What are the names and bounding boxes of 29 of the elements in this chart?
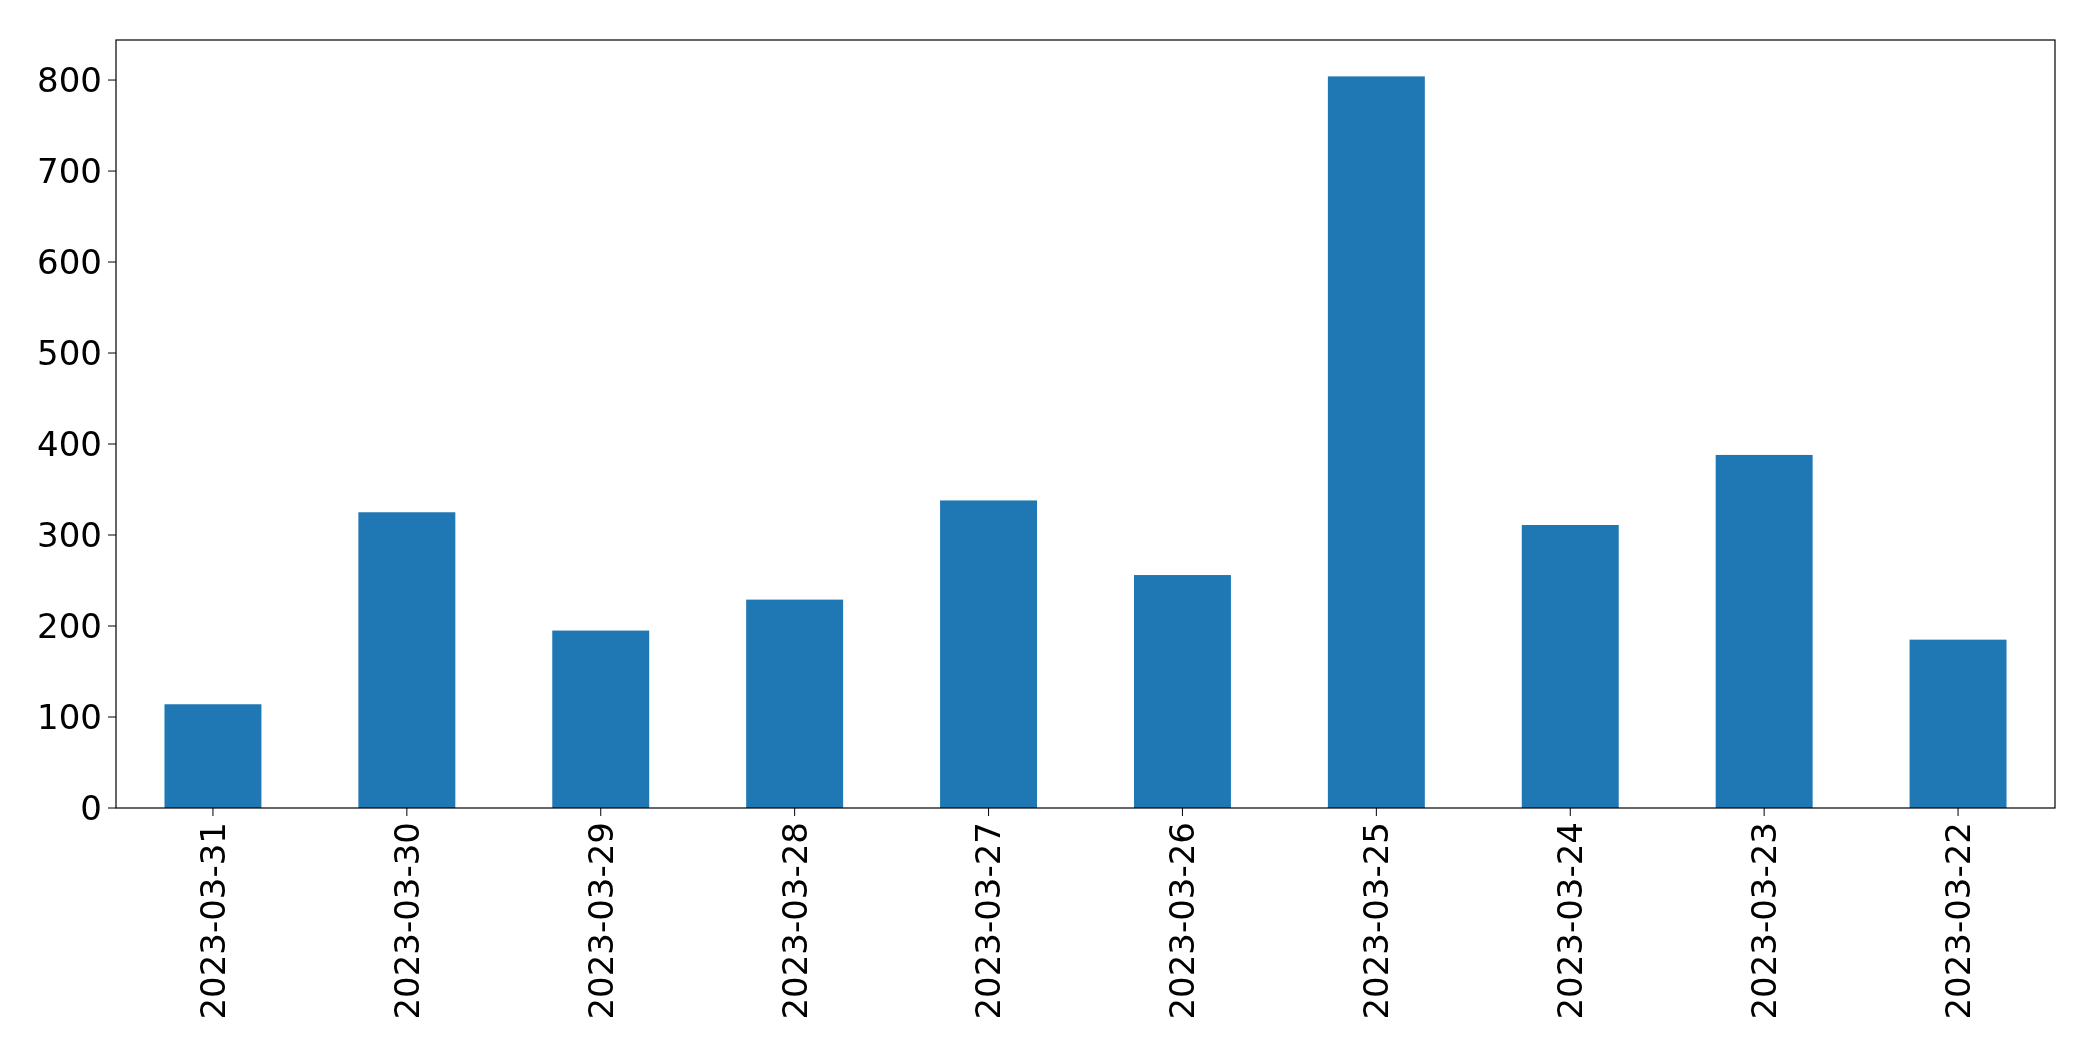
x-tick-label: 2023-03-26	[1162, 822, 1203, 1020]
bar	[746, 599, 844, 808]
y-tick-label: 600	[37, 241, 102, 282]
bar	[164, 704, 262, 808]
x-tick-label: 2023-03-24	[1550, 822, 1591, 1020]
x-tick-label: 2023-03-29	[580, 822, 621, 1020]
y-tick-label: 400	[37, 423, 102, 464]
bar	[1327, 76, 1425, 808]
y-tick-label: 100	[37, 696, 102, 737]
x-tick-label: 2023-03-30	[386, 822, 427, 1020]
bar	[1521, 525, 1619, 808]
y-tick-label: 700	[37, 150, 102, 191]
bar	[358, 512, 456, 808]
y-tick-label: 0	[80, 787, 102, 828]
x-tick-label: 2023-03-27	[968, 822, 1009, 1020]
bar	[552, 630, 650, 808]
y-tick-label: 200	[37, 605, 102, 646]
x-tick-label: 2023-03-28	[774, 822, 815, 1020]
x-tick-label: 2023-03-31	[192, 822, 233, 1020]
x-tick-label: 2023-03-22	[1937, 822, 1978, 1020]
y-tick-label: 800	[37, 59, 102, 100]
x-tick-label: 2023-03-25	[1356, 822, 1397, 1020]
y-tick-label: 300	[37, 514, 102, 555]
y-tick-label: 500	[37, 332, 102, 373]
bar	[1133, 575, 1231, 808]
bar	[1909, 639, 2007, 808]
x-tick-label: 2023-03-23	[1744, 822, 1785, 1020]
bar	[1715, 454, 1813, 808]
bar	[940, 500, 1038, 808]
